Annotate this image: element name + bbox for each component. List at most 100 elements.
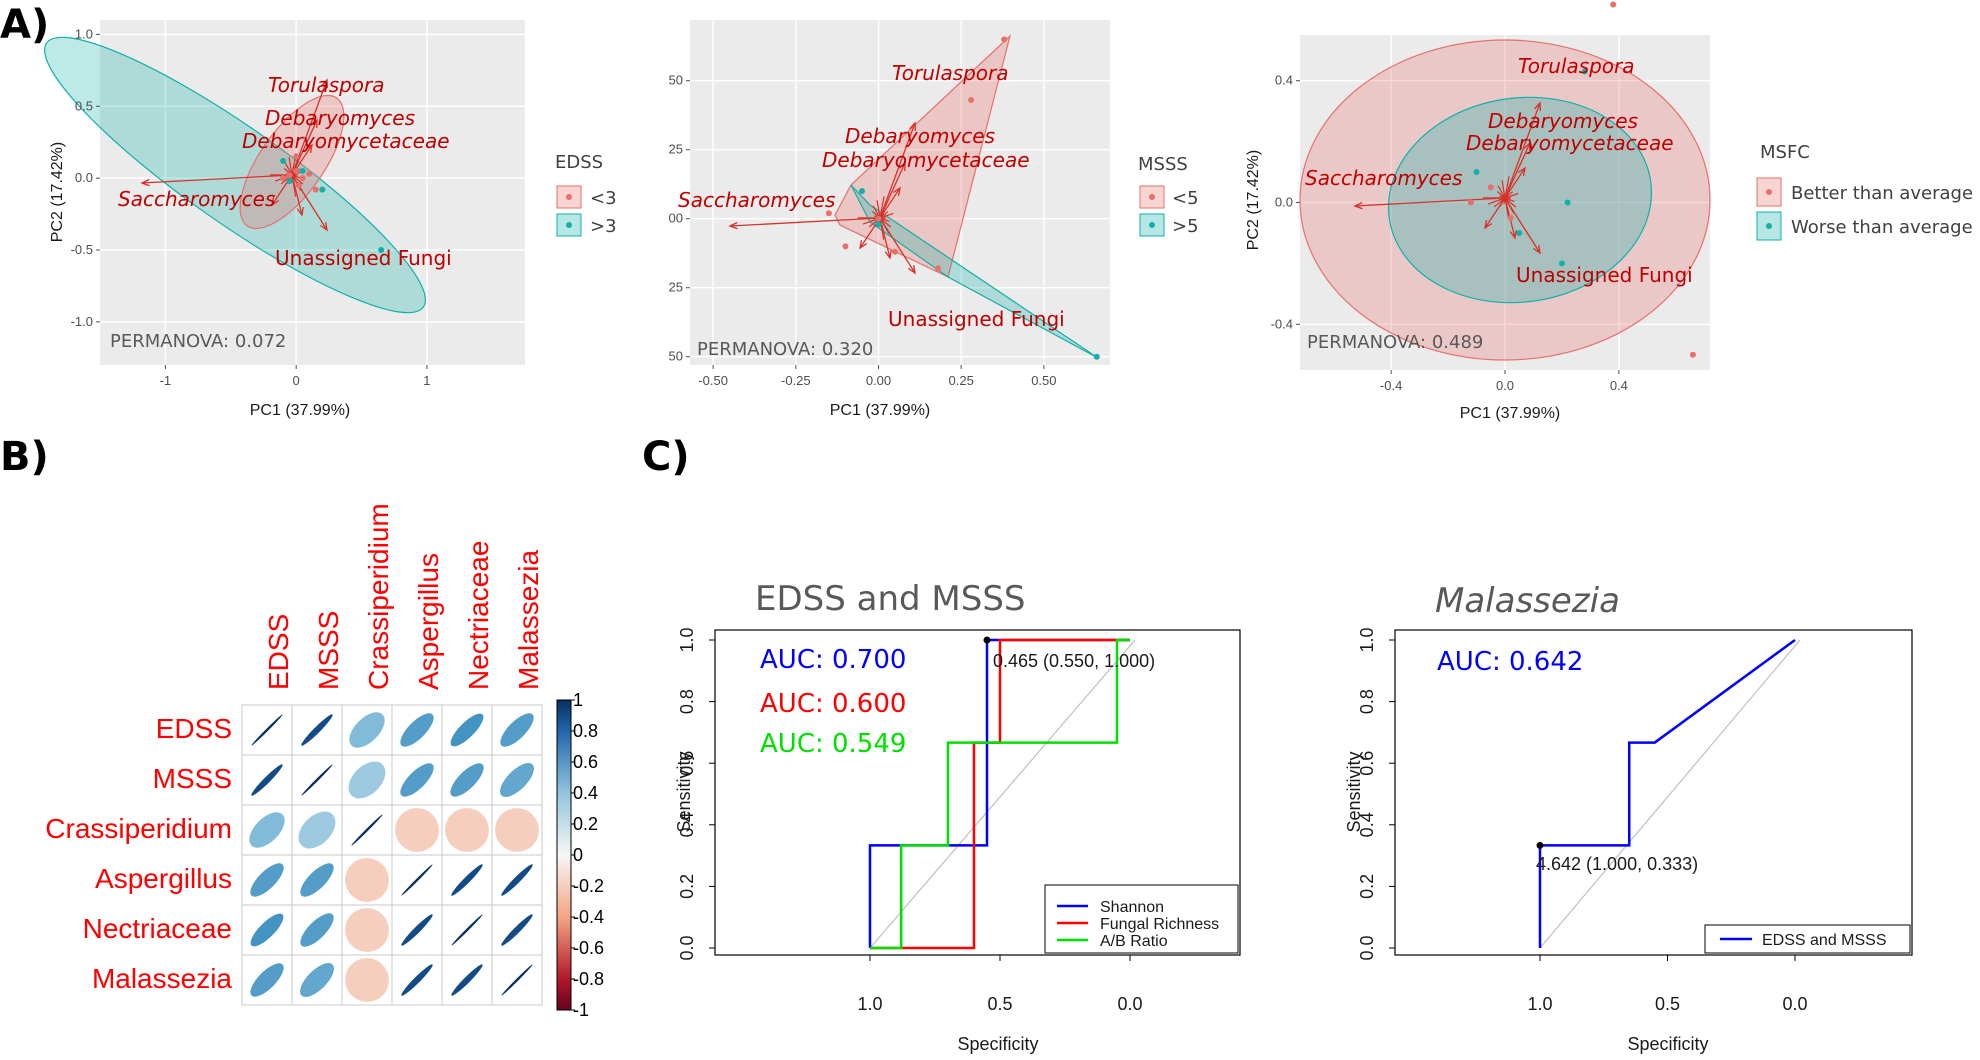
colorbar-tick-label: 0 [573, 845, 583, 865]
legend-dot-gt5 [1149, 222, 1155, 228]
sample-point [293, 153, 300, 160]
sample-point [293, 167, 300, 174]
taxon-label-unassigned-fungi: Unassigned Fungi [275, 246, 452, 270]
y-tick-label: 50 [669, 73, 683, 88]
arrow-head [1517, 166, 1526, 176]
x-tick-label: 0.25 [949, 373, 974, 388]
corr-ellipse [451, 964, 483, 996]
sample-point [1473, 169, 1480, 176]
col-label-malassezia: Malassezia [513, 550, 544, 690]
corr-ellipse [499, 762, 535, 798]
sample-point [299, 167, 306, 174]
sample-point [1001, 36, 1008, 43]
minor-loading-arrow [1504, 197, 1517, 208]
colorbar-tick-label: -1 [573, 1000, 589, 1020]
minor-loading-arrow [1504, 197, 1515, 214]
panel-label-a: A) [0, 2, 49, 48]
corr-ellipse [300, 863, 334, 897]
legend-label-gt5: >5 [1172, 216, 1199, 237]
taxon-label-debaryomyces: Debaryomyces [1488, 109, 1638, 133]
corr-ellipse [250, 913, 284, 947]
sample-point [306, 170, 313, 177]
legend-label-shannon: Shannon [1100, 899, 1164, 916]
x-tick-label: 0.0 [1496, 378, 1514, 393]
y-tick-label: 0.5 [75, 98, 93, 113]
legend-label-worse: Worse than average [1791, 217, 1973, 238]
sample-point [299, 175, 306, 182]
colorbar-tick-label: -0.4 [573, 907, 604, 927]
legend-dot-lt3 [566, 194, 572, 200]
x-axis-title: PC1 (37.99%) [1460, 405, 1561, 422]
pca-msfc-plot: -0.4 0.0 0.4 0.4 0.0 -0.4 Torulaspora Debaryo… [1245, 1, 1973, 422]
corr-ellipse [401, 864, 433, 896]
arrow-head [310, 118, 318, 129]
corr-ellipse [450, 763, 484, 797]
y-tick-label: 0.0 [75, 170, 93, 185]
y-axis-title: Sensitivity [674, 751, 694, 832]
arrow-head [909, 121, 917, 132]
x-tick-label: 0.00 [866, 373, 891, 388]
corr-ellipse [501, 964, 533, 996]
threshold-point [983, 636, 991, 644]
taxon-label-saccharomyces: Saccharomyces [118, 187, 275, 211]
loading-arrow [1504, 167, 1526, 199]
x-tick-label: 0.0 [1117, 994, 1142, 1014]
y-tick-label: 1.0 [75, 26, 93, 41]
corr-ellipse [495, 808, 539, 852]
axis-ticks: 0.0 0.2 0.4 0.6 0.8 1.0 1.0 0.5 0.0 [677, 627, 1143, 1014]
correlation-plot: EDSS MSSS Crassiperidium Aspergillus Nec… [45, 503, 604, 1020]
corr-cell [291, 854, 343, 906]
ellipse-gt3 [43, 36, 427, 314]
loading-arrow [1354, 197, 1506, 207]
sample-point [1093, 353, 1100, 360]
corr-ellipse [500, 713, 534, 747]
arrow-head [321, 78, 329, 89]
corr-ellipse [395, 808, 439, 852]
legend-title: EDSS [555, 152, 603, 173]
y-tick-label: 0.4 [677, 812, 697, 837]
row-labels: EDSS MSSS Crassiperidium Aspergillus Nec… [45, 713, 232, 994]
colorbar-ticks: 1 0.8 0.6 0.4 0.2 0 -0.2 -0.4 -0.6 -0.8 -1 [571, 690, 604, 1020]
arrow-head [1509, 229, 1517, 240]
y-tick-label: 50 [669, 349, 683, 364]
minor-loading-arrow [879, 212, 894, 219]
x-tick-label: 0.5 [1655, 994, 1680, 1014]
threshold-annotation: 4.642 (1.000, 0.333) [1536, 854, 1698, 874]
sample-point [858, 188, 865, 195]
sample-point [935, 265, 942, 272]
taxon-label-saccharomyces: Saccharomyces [678, 188, 835, 212]
legend-label-lt5: <5 [1172, 188, 1199, 209]
taxon-label-torulaspora: Torulaspora [268, 73, 385, 97]
sample-point [280, 175, 287, 182]
minor-loading-arrow [1487, 197, 1506, 205]
arrow-head [859, 240, 868, 250]
ellipse-lt3 [239, 94, 345, 230]
row-label-aspergillus: Aspergillus [95, 863, 232, 894]
minor-loading-arrow [1504, 197, 1510, 220]
y-tick-label: -0.4 [1271, 316, 1293, 331]
legend-label-lt3: <3 [590, 188, 617, 209]
y-tick-label: 0.4 [1275, 73, 1293, 88]
corr-ellipse [451, 864, 483, 896]
legend-dot-better [1766, 189, 1772, 195]
sample-point [312, 186, 319, 193]
loading-arrow [879, 187, 901, 219]
roc-edss-msss-plot: EDSS and MSSS 0.00.20.40.60.81.01.0 0.5 0.… [674, 579, 1241, 1054]
corr-ellipse [298, 811, 336, 849]
auc-fungal-richness: AUC: 0.600 [760, 689, 906, 719]
x-axis-title: PC1 (37.99%) [830, 402, 931, 419]
minor-loading-arrow [1504, 176, 1510, 199]
panel-label-c: C) [642, 434, 690, 480]
panel-label-b: B) [0, 434, 49, 480]
minor-loading-arrow [876, 200, 881, 219]
col-label-crassiperidium: Crassiperidium [363, 503, 394, 690]
arrow-head [1353, 201, 1363, 210]
sample-point [286, 178, 293, 184]
x-tick-label: -1 [160, 373, 172, 388]
axis-ticks: -1 0 1 1.0 0.5 0.0 -0.5 -1.0 [71, 26, 431, 388]
x-tick-label: 1 [423, 373, 430, 388]
diagonal-reference [869, 639, 1136, 949]
colorbar-tick-label: 0.2 [573, 814, 598, 834]
arrow-head [1533, 245, 1541, 255]
